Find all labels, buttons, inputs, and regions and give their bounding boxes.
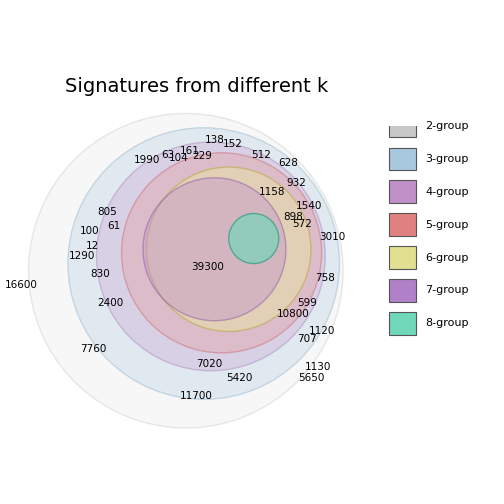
Text: 830: 830: [90, 269, 110, 279]
Ellipse shape: [121, 153, 322, 353]
Text: 2-group: 2-group: [425, 121, 469, 131]
Text: 1158: 1158: [259, 187, 285, 197]
Text: 707: 707: [297, 334, 317, 344]
Ellipse shape: [143, 178, 286, 321]
FancyBboxPatch shape: [389, 180, 416, 203]
Ellipse shape: [147, 167, 311, 332]
FancyBboxPatch shape: [389, 213, 416, 236]
FancyBboxPatch shape: [389, 148, 416, 170]
Text: 39300: 39300: [191, 262, 224, 272]
Text: 898: 898: [283, 212, 303, 222]
Text: 599: 599: [297, 298, 318, 308]
Text: 4-group: 4-group: [425, 187, 469, 197]
Text: 805: 805: [97, 207, 117, 217]
Text: 5650: 5650: [298, 373, 324, 383]
Text: 10800: 10800: [277, 308, 309, 319]
Ellipse shape: [229, 214, 279, 264]
Text: 5420: 5420: [226, 373, 253, 383]
FancyBboxPatch shape: [389, 246, 416, 269]
Text: 1130: 1130: [305, 362, 331, 372]
Text: 63: 63: [161, 150, 174, 160]
FancyBboxPatch shape: [389, 312, 416, 335]
Text: 512: 512: [251, 150, 271, 160]
Text: 1540: 1540: [296, 202, 323, 211]
Text: 12: 12: [86, 241, 100, 250]
Text: 8-group: 8-group: [425, 319, 469, 328]
Text: 100: 100: [80, 226, 99, 236]
Text: 572: 572: [292, 219, 312, 229]
Text: 6-group: 6-group: [425, 253, 469, 263]
Text: 161: 161: [179, 146, 200, 156]
FancyBboxPatch shape: [389, 279, 416, 302]
Text: 932: 932: [287, 178, 306, 188]
Text: 1120: 1120: [308, 327, 335, 337]
Text: 16600: 16600: [5, 280, 38, 290]
Text: 1290: 1290: [69, 251, 95, 262]
Text: 3-group: 3-group: [425, 154, 469, 164]
Text: 7020: 7020: [196, 359, 222, 368]
Text: 758: 758: [316, 273, 335, 283]
Ellipse shape: [68, 128, 340, 399]
Text: 2400: 2400: [98, 298, 124, 308]
Text: 229: 229: [192, 151, 212, 161]
Ellipse shape: [29, 113, 343, 428]
Text: 1990: 1990: [134, 155, 160, 165]
Text: 11700: 11700: [180, 391, 213, 401]
Text: 138: 138: [205, 135, 224, 145]
Text: 61: 61: [108, 221, 121, 231]
Text: 628: 628: [278, 158, 298, 168]
Text: 104: 104: [169, 153, 188, 163]
FancyBboxPatch shape: [389, 114, 416, 138]
Title: Signatures from different k: Signatures from different k: [65, 77, 328, 96]
Ellipse shape: [96, 142, 325, 371]
Text: 5-group: 5-group: [425, 220, 469, 230]
Text: 3010: 3010: [319, 232, 345, 242]
Text: 152: 152: [222, 139, 242, 149]
Text: 7-group: 7-group: [425, 285, 469, 295]
Text: 7760: 7760: [80, 344, 106, 354]
